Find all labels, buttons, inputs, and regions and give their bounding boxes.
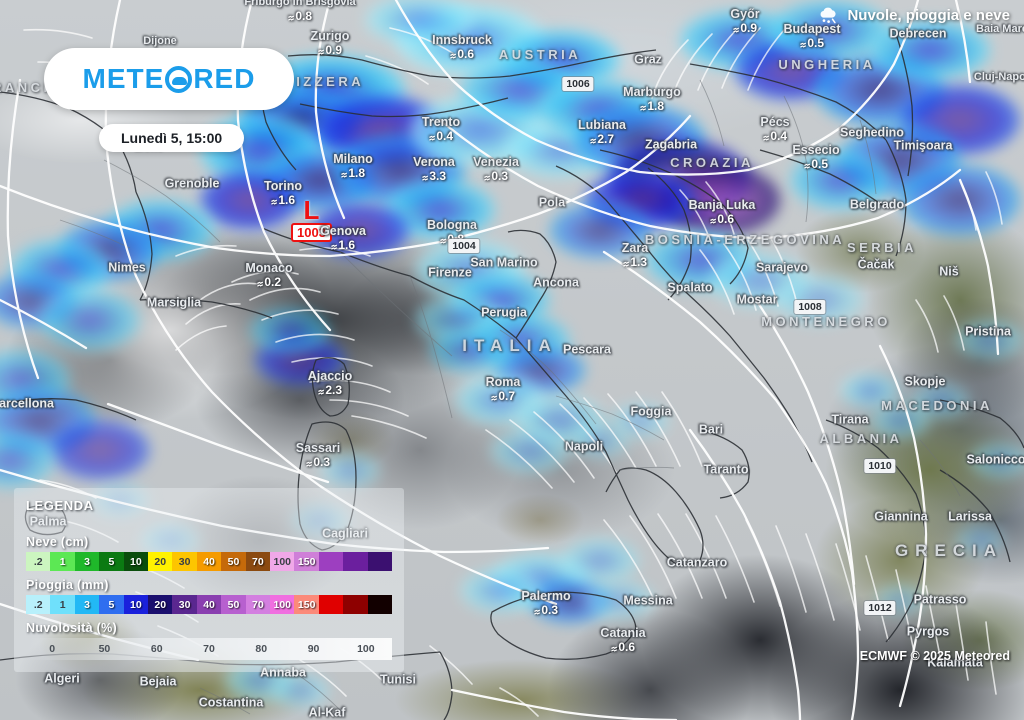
legend-color-cell: 20 — [148, 595, 173, 614]
legend-color-cell: 100 — [270, 595, 295, 614]
legend-color-cell: 100 — [270, 552, 295, 571]
legend-rain-group: Pioggia (mm) .2 1 3 5 10 20 30 40 50 70 100 150 — [26, 578, 392, 614]
legend-cloud-tick: 50 — [98, 643, 111, 655]
legend-color-cell: .2 — [26, 595, 51, 614]
legend-cloud-label: Nuvolosità (%) — [26, 621, 118, 635]
legend-color-cell — [318, 552, 344, 571]
legend-color-cell: 30 — [172, 552, 197, 571]
layer-title: Nuvole, pioggia e neve — [817, 6, 1010, 24]
legend-color-cell: 1 — [50, 595, 75, 614]
legend-color-cell: .2 — [26, 552, 51, 571]
legend-color-cell: 70 — [245, 595, 271, 614]
legend-cloud-group: Nuvolosità (%) 0 50 60 70 80 90 100 — [26, 621, 392, 660]
legend-color-cell: 10 — [123, 595, 149, 614]
legend-color-cell: 50 — [221, 595, 246, 614]
legend-color-cell: 3 — [74, 595, 100, 614]
legend-color-cell: 3 — [74, 552, 100, 571]
legend-color-cell: 5 — [99, 595, 124, 614]
legend-rain-colorbar: .2 1 3 5 10 20 30 40 50 70 100 150 — [26, 595, 392, 614]
legend-color-cell — [367, 595, 392, 614]
logo-wordmark: METE RED — [83, 63, 256, 95]
legend-color-cell: 5 — [99, 552, 124, 571]
legend-color-cell: 70 — [245, 552, 271, 571]
legend-color-cell — [343, 595, 368, 614]
legend-panel: LEGENDA Neve (cm) .2 1 3 5 10 20 30 40 50 70 100 15… — [14, 488, 404, 672]
legend-cloud-tick: 60 — [150, 643, 163, 655]
legend-snow-label: Neve (cm) — [26, 535, 89, 549]
legend-cloud-ticks: 0 50 60 70 80 90 100 — [26, 638, 392, 660]
legend-cloud-colorbar: 0 50 60 70 80 90 100 — [26, 638, 392, 660]
legend-color-cell — [318, 595, 344, 614]
logo-text-before: METE — [82, 63, 165, 94]
logo-text-after: RED — [193, 63, 256, 94]
legend-color-cell: 40 — [196, 552, 222, 571]
legend-color-cell: 150 — [294, 552, 319, 571]
legend-cloud-tick: 100 — [357, 643, 375, 655]
legend-rain-label: Pioggia (mm) — [26, 578, 109, 592]
legend-color-cell: 20 — [148, 552, 173, 571]
legend-color-cell — [343, 552, 368, 571]
legend-cloud-tick: 70 — [203, 643, 215, 655]
legend-color-cell: 30 — [172, 595, 197, 614]
cloud-circle-icon — [165, 65, 193, 93]
legend-color-cell: 40 — [196, 595, 222, 614]
legend-color-cell: 50 — [221, 552, 246, 571]
legend-cloud-tick: 80 — [255, 643, 268, 655]
legend-cloud-tick: 0 — [49, 643, 56, 655]
layer-title-text: Nuvole, pioggia e neve — [847, 6, 1010, 24]
legend-snow-group: Neve (cm) .2 1 3 5 10 20 30 40 50 70 100 150 — [26, 535, 392, 571]
meteored-logo[interactable]: METE RED — [44, 48, 294, 110]
timestamp-chip[interactable]: Lunedì 5, 15:00 — [99, 124, 245, 152]
legend-snow-colorbar: .2 1 3 5 10 20 30 40 50 70 100 150 — [26, 552, 392, 571]
legend-color-cell: 1 — [50, 552, 75, 571]
legend-title: LEGENDA — [26, 498, 94, 513]
attribution-text: ECMWF © 2025 Meteored — [859, 649, 1010, 663]
cloud-rain-snow-icon — [820, 7, 837, 24]
legend-color-cell — [367, 552, 392, 571]
legend-color-cell: 10 — [123, 552, 149, 571]
legend-color-cell: 150 — [294, 595, 319, 614]
legend-cloud-tick: 90 — [307, 643, 320, 655]
